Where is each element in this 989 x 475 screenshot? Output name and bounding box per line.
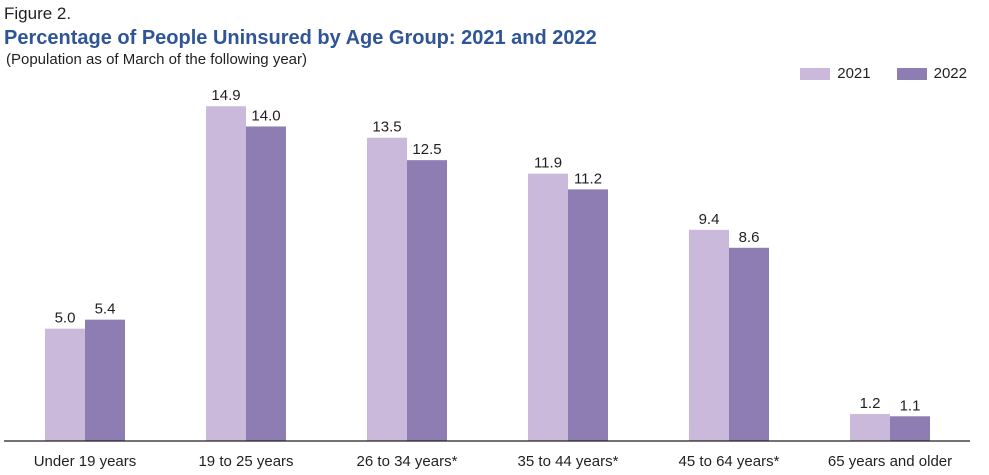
x-tick-label-2: 26 to 34 years* [357,453,458,470]
bar-2022-1 [246,126,286,441]
figure-label: Figure 2. [4,4,72,23]
legend-label-2022: 2022 [933,65,967,82]
data-label-2022-3: 11.2 [574,170,602,187]
data-label-2022-1: 14.0 [251,107,280,124]
bar-2021-1 [206,106,246,441]
x-tick-label-5: 65 years and older [828,453,952,470]
x-tick-label-0: Under 19 years [34,453,137,470]
data-label-2022-4: 8.6 [739,229,760,246]
legend-swatch-2021 [800,67,831,80]
bar-2021-5 [850,414,890,441]
chart-title: Percentage of People Uninsured by Age Gr… [4,27,597,49]
legend-swatch-2022 [896,67,927,80]
data-label-2022-5: 1.1 [900,397,921,414]
bar-2021-4 [689,229,729,441]
bar-2022-0 [85,319,125,441]
bar-2021-0 [45,328,85,441]
data-label-2022-2: 12.5 [412,141,441,158]
data-label-2022-0: 5.4 [95,301,116,318]
bar-2021-2 [367,137,407,441]
legend-label-2021: 2021 [837,65,871,82]
bar-2022-5 [890,416,930,441]
x-tick-label-3: 35 to 44 years* [518,453,619,470]
x-tick-label-4: 45 to 64 years* [679,453,780,470]
data-label-2021-4: 9.4 [699,211,720,228]
bar-2022-4 [729,247,769,441]
bar-2022-2 [407,160,447,441]
data-label-2021-0: 5.0 [55,310,76,327]
legend-item-2022: 2022 [896,65,967,82]
chart-subtitle: (Population as of March of the following… [6,51,307,68]
legend-item-2021: 2021 [800,65,871,82]
data-label-2021-1: 14.9 [211,87,240,104]
bar-2022-3 [568,189,608,441]
data-label-2021-3: 11.9 [534,155,562,172]
data-label-2021-2: 13.5 [372,119,401,136]
bar-2021-3 [528,173,568,441]
chart-legend: 2021 2022 [800,65,967,82]
data-label-2021-5: 1.2 [860,395,881,412]
x-tick-label-1: 19 to 25 years [198,453,293,470]
